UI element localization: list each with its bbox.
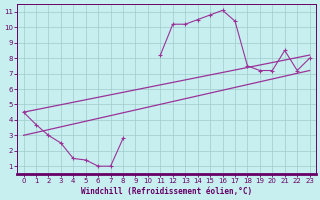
X-axis label: Windchill (Refroidissement éolien,°C): Windchill (Refroidissement éolien,°C) xyxy=(81,187,252,196)
